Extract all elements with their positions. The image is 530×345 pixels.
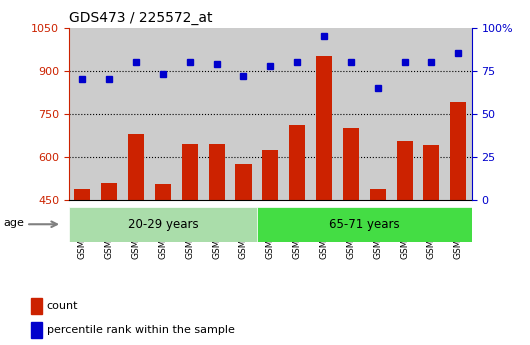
Bar [155,184,171,200]
Text: count: count [47,301,78,311]
Bar [343,128,359,200]
Text: GDS473 / 225572_at: GDS473 / 225572_at [69,11,213,25]
Bar [396,141,413,200]
Bar [262,150,278,200]
Text: 20-29 years: 20-29 years [128,218,198,231]
Bar [182,144,198,200]
Bar [101,183,117,200]
Bar [31,298,42,314]
Bar [316,56,332,200]
Text: percentile rank within the sample: percentile rank within the sample [47,325,234,335]
Bar [31,322,42,338]
Bar [289,125,305,200]
Bar [450,102,466,200]
Text: 65-71 years: 65-71 years [329,218,400,231]
Bar [257,207,472,242]
Bar [69,207,257,242]
Bar [128,134,144,200]
Bar [369,189,386,200]
Bar [74,189,91,200]
Bar [208,144,225,200]
Bar [423,146,439,200]
Bar [235,164,252,200]
Text: age: age [4,218,24,227]
